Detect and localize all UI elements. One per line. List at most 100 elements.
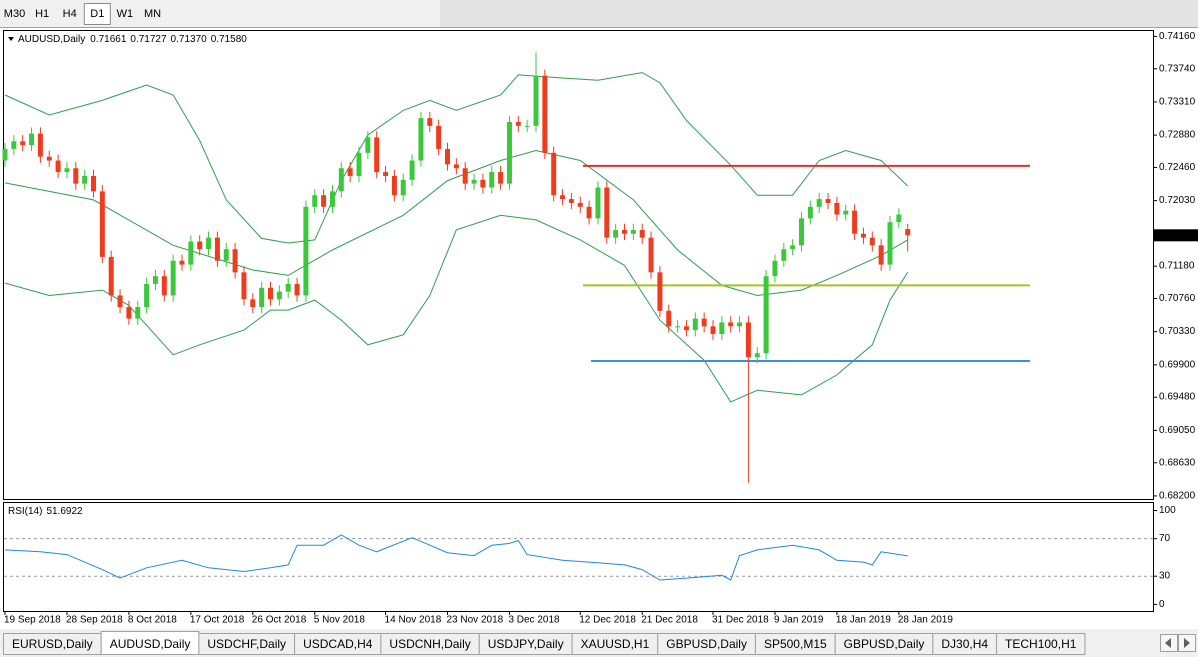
timeframe-label: D1 bbox=[90, 8, 104, 20]
candle-body bbox=[533, 75, 539, 126]
timeframe-button[interactable] bbox=[111, 3, 138, 25]
rsi-y-tick-label: 30 bbox=[1159, 571, 1171, 582]
candle-body bbox=[329, 191, 335, 207]
candle-body bbox=[683, 326, 689, 331]
candle-body bbox=[524, 125, 530, 127]
candle-body bbox=[46, 156, 52, 161]
tab[interactable]: GBPUSD,Daily bbox=[834, 633, 934, 655]
x-tick-label: 12 Dec 2018 bbox=[579, 615, 636, 626]
candle-body bbox=[144, 283, 150, 308]
candle-body bbox=[268, 287, 273, 300]
candle-body bbox=[276, 291, 282, 300]
candle-body bbox=[666, 310, 672, 327]
candle-body bbox=[763, 276, 769, 354]
candle-body bbox=[445, 148, 450, 165]
candle-body bbox=[365, 137, 371, 153]
tab[interactable]: XAUUSD,H1 bbox=[571, 633, 659, 655]
candle-body bbox=[179, 260, 185, 265]
candle-body bbox=[701, 318, 707, 327]
tab[interactable]: USDJPY,Daily bbox=[478, 633, 573, 655]
timeframe-button[interactable] bbox=[1, 3, 28, 25]
candle-body bbox=[2, 148, 8, 161]
candle-body bbox=[126, 307, 132, 319]
tab[interactable]: EURUSD,Daily bbox=[3, 633, 102, 655]
candle-body bbox=[754, 353, 760, 358]
candle-body bbox=[878, 245, 884, 265]
tab-label: DJ30,H4 bbox=[941, 637, 988, 651]
candle-body bbox=[675, 326, 681, 328]
candle-body bbox=[427, 118, 433, 126]
x-tick-label: 31 Dec 2018 bbox=[712, 615, 769, 626]
candle-body bbox=[170, 260, 176, 296]
y-tick-label: 0.68200 bbox=[1159, 490, 1196, 501]
candle-body bbox=[480, 179, 486, 188]
tab-label: GBPUSD,Daily bbox=[844, 637, 925, 651]
candle-body bbox=[383, 172, 389, 176]
candle-body bbox=[630, 229, 636, 234]
tab-label: TECH100,H1 bbox=[1005, 637, 1077, 651]
toolbar-empty bbox=[440, 0, 1198, 27]
timeframe-label: H1 bbox=[35, 8, 49, 20]
timeframe-button[interactable] bbox=[83, 3, 111, 25]
candle-body bbox=[82, 175, 88, 184]
candle-body bbox=[515, 121, 521, 126]
candle-body bbox=[161, 276, 167, 296]
x-tick-label: 18 Jan 2019 bbox=[836, 615, 891, 626]
candle-body bbox=[400, 179, 406, 196]
tab[interactable]: AUDUSD,Daily bbox=[100, 631, 200, 655]
candle-body bbox=[807, 206, 813, 219]
x-tick-label: 8 Oct 2018 bbox=[128, 615, 177, 626]
candle-body bbox=[241, 272, 247, 300]
candle-body bbox=[728, 322, 734, 327]
timeframe-button[interactable] bbox=[139, 3, 166, 25]
tab[interactable]: USDCHF,Daily bbox=[198, 633, 296, 655]
candle-body bbox=[55, 160, 61, 173]
x-tick-label: 26 Oct 2018 bbox=[252, 615, 307, 626]
low-label: 0.71370 bbox=[171, 34, 208, 45]
tab[interactable]: USDCNH,Daily bbox=[380, 633, 480, 655]
candle-body bbox=[869, 237, 875, 246]
y-tick-label: 0.69050 bbox=[1159, 425, 1196, 436]
right-arrow-icon bbox=[1184, 638, 1190, 648]
candle-body bbox=[896, 214, 902, 223]
candle-body bbox=[108, 256, 114, 296]
bollinger-band bbox=[4, 72, 909, 244]
x-tick-label: 17 Oct 2018 bbox=[190, 615, 245, 626]
candle-body bbox=[568, 199, 574, 203]
y-tick-label: 0.69900 bbox=[1159, 359, 1196, 370]
close-label: 0.71580 bbox=[211, 34, 248, 45]
tab[interactable]: SP500,M15 bbox=[754, 633, 836, 655]
tab[interactable]: TECH100,H1 bbox=[996, 633, 1086, 655]
timeframe-label: MN bbox=[144, 8, 161, 20]
timeframe-button[interactable] bbox=[56, 3, 83, 25]
tab-background[interactable] bbox=[996, 633, 1086, 655]
tab-label: USDJPY,Daily bbox=[488, 637, 564, 651]
candle-body bbox=[436, 125, 442, 149]
y-tick-label: 0.72880 bbox=[1159, 130, 1196, 141]
candle-body bbox=[834, 202, 840, 215]
x-tick-label: 21 Dec 2018 bbox=[641, 615, 698, 626]
candle-body bbox=[91, 175, 96, 192]
timeframe-button[interactable] bbox=[29, 3, 56, 25]
timeframe-label: H4 bbox=[63, 8, 77, 20]
high-label: 0.71727 bbox=[130, 34, 167, 45]
open-label: 0.71661 bbox=[90, 34, 127, 45]
candle-body bbox=[577, 202, 583, 207]
candle-body bbox=[117, 295, 123, 308]
candle-body bbox=[648, 237, 654, 273]
rsi-y-tick-label: 100 bbox=[1159, 505, 1176, 516]
rsi-line bbox=[4, 534, 908, 581]
candle-body bbox=[639, 229, 645, 238]
tab-label: AUDUSD,Daily bbox=[110, 637, 191, 651]
candle-body bbox=[852, 210, 858, 234]
candle-body bbox=[790, 245, 796, 250]
tab[interactable]: GBPUSD,Daily bbox=[657, 633, 756, 655]
candle-body bbox=[20, 141, 26, 146]
candle-body bbox=[391, 175, 397, 196]
tab[interactable]: DJ30,H4 bbox=[932, 633, 998, 655]
candle-body bbox=[860, 233, 866, 238]
chart-menu-arrow[interactable] bbox=[8, 37, 14, 41]
tab[interactable]: USDCAD,H4 bbox=[294, 633, 382, 655]
